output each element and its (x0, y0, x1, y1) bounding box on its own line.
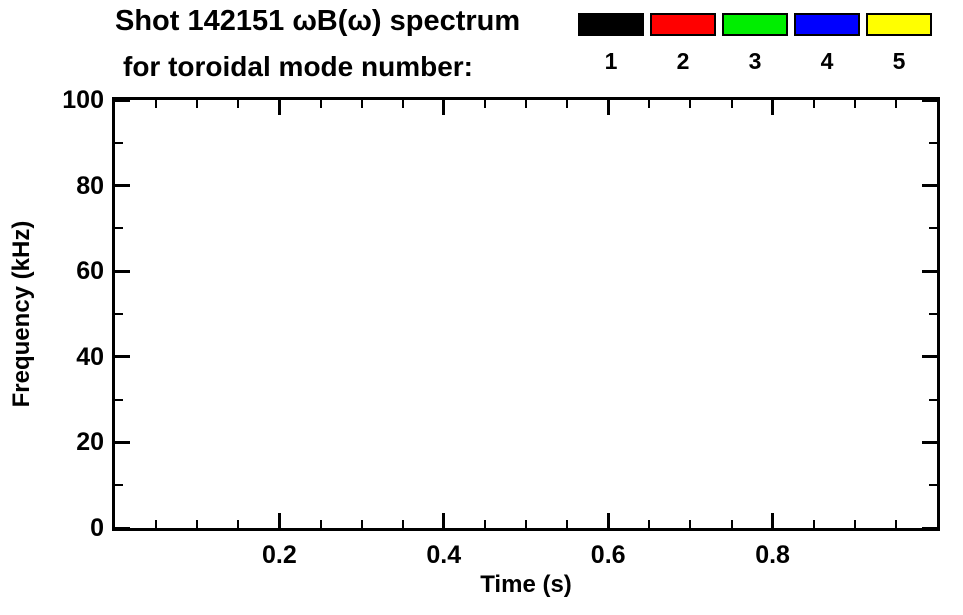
x-minor-tick-top (237, 100, 240, 108)
y-axis-title: Frequency (kHz) (8, 220, 35, 408)
legend-mode-number: 5 (892, 48, 906, 74)
x-minor-tick-top (401, 100, 404, 108)
x-minor-tick-top (689, 100, 692, 108)
y-tick-label: 100 (62, 86, 104, 114)
legend-item: 3 (722, 13, 788, 75)
legend-color-swatch (866, 13, 932, 36)
x-major-tick-top (277, 100, 281, 115)
y-minor-tick-right (929, 398, 937, 401)
y-tick-label: 60 (76, 257, 104, 286)
x-minor-tick-top (155, 100, 158, 108)
x-major-tick (277, 513, 281, 528)
y-major-tick (115, 184, 130, 188)
x-minor-tick (360, 520, 363, 528)
x-minor-tick-top (483, 100, 486, 108)
y-minor-tick (115, 398, 123, 401)
y-major-tick-right (922, 355, 937, 359)
x-minor-tick (525, 520, 527, 528)
x-minor-tick (648, 520, 651, 528)
x-minor-tick-top (196, 100, 199, 108)
plot-subtitle: for toroidal mode number: (123, 51, 473, 82)
x-minor-tick-top (319, 100, 322, 108)
x-tick-label: 0.6 (590, 541, 626, 569)
x-major-tick-top (442, 100, 446, 115)
legend-color-swatch (650, 13, 716, 36)
y-minor-tick (115, 484, 123, 487)
y-minor-tick-right (929, 313, 937, 315)
x-major-tick (771, 513, 775, 528)
x-minor-tick (730, 520, 733, 528)
y-tick-label: 80 (76, 171, 104, 200)
y-major-tick (115, 269, 130, 273)
x-minor-tick-top (360, 100, 363, 108)
y-tick-label: 20 (76, 428, 104, 457)
legend-color-swatch (794, 13, 860, 36)
legend-mode-number: 3 (748, 48, 762, 74)
mode-number-legend: 1 2 3 4 5 (578, 13, 942, 85)
x-major-tick-top (771, 100, 775, 115)
x-minor-tick (483, 520, 486, 528)
x-minor-tick (401, 520, 404, 528)
x-minor-tick (237, 520, 240, 528)
legend-item: 2 (650, 13, 716, 75)
y-major-tick-right (922, 98, 937, 102)
y-major-tick (115, 98, 130, 102)
x-tick-label: 0.8 (755, 541, 790, 569)
x-tick-label: 0.4 (426, 541, 462, 569)
x-minor-tick (196, 520, 199, 528)
x-tick-label: 0.2 (262, 541, 297, 569)
x-minor-tick-top (812, 100, 815, 108)
y-minor-tick-right (929, 484, 937, 487)
legend-mode-number: 4 (820, 48, 834, 74)
legend-color-swatch (578, 13, 644, 36)
y-major-tick (115, 440, 130, 444)
x-major-tick (606, 513, 610, 528)
legend-mode-number: 1 (604, 48, 618, 74)
y-major-tick-right (922, 269, 937, 273)
x-major-tick (442, 513, 446, 528)
x-minor-tick-top (853, 100, 856, 108)
x-minor-tick (853, 520, 856, 528)
y-major-tick-right (922, 440, 937, 444)
y-major-tick-right (922, 526, 937, 530)
y-major-tick (115, 355, 130, 359)
legend-item: 1 (578, 13, 644, 75)
plot-title: Shot 142151 ωB(ω) spectrum (115, 5, 521, 37)
x-minor-tick (566, 520, 569, 528)
y-minor-tick (115, 227, 123, 230)
plot-area (112, 97, 940, 531)
y-major-tick (115, 526, 130, 530)
x-minor-tick-top (566, 100, 569, 108)
y-minor-tick (115, 313, 123, 315)
y-minor-tick-right (929, 227, 937, 230)
x-axis-title: Time (s) (480, 571, 572, 598)
y-minor-tick (115, 141, 123, 144)
x-minor-tick (689, 520, 692, 528)
legend-color-swatch (722, 13, 788, 36)
y-tick-label: 40 (76, 342, 104, 371)
x-minor-tick-top (525, 100, 527, 108)
y-major-tick-right (922, 184, 937, 188)
x-major-tick-top (606, 100, 610, 115)
x-minor-tick (894, 520, 897, 528)
x-minor-tick (319, 520, 322, 528)
y-minor-tick-right (929, 141, 937, 144)
x-minor-tick (155, 520, 158, 528)
legend-item: 4 (794, 13, 860, 75)
x-minor-tick-top (730, 100, 733, 108)
legend-item: 5 (866, 13, 932, 75)
y-tick-label: 0 (90, 514, 104, 542)
x-minor-tick-top (894, 100, 897, 108)
x-minor-tick-top (648, 100, 651, 108)
legend-mode-number: 2 (676, 48, 690, 74)
x-minor-tick (812, 520, 815, 528)
